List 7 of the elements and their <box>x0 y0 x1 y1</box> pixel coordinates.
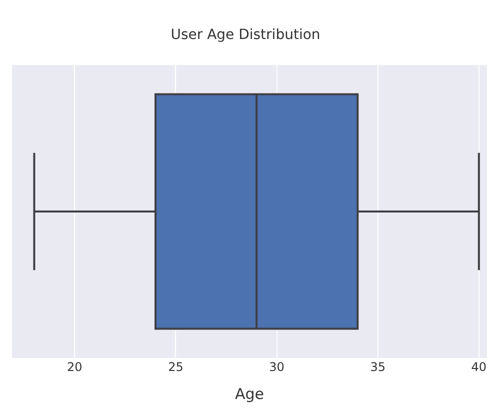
chart-title: User Age Distribution <box>170 27 320 44</box>
x-axis-title: Age <box>234 385 264 403</box>
x-tick-label: 25 <box>168 360 184 374</box>
x-tick-label: 35 <box>370 360 386 374</box>
x-tick-label: 20 <box>67 360 82 374</box>
x-tick-label: 40 <box>471 360 487 374</box>
x-tick-label: 30 <box>269 360 284 374</box>
